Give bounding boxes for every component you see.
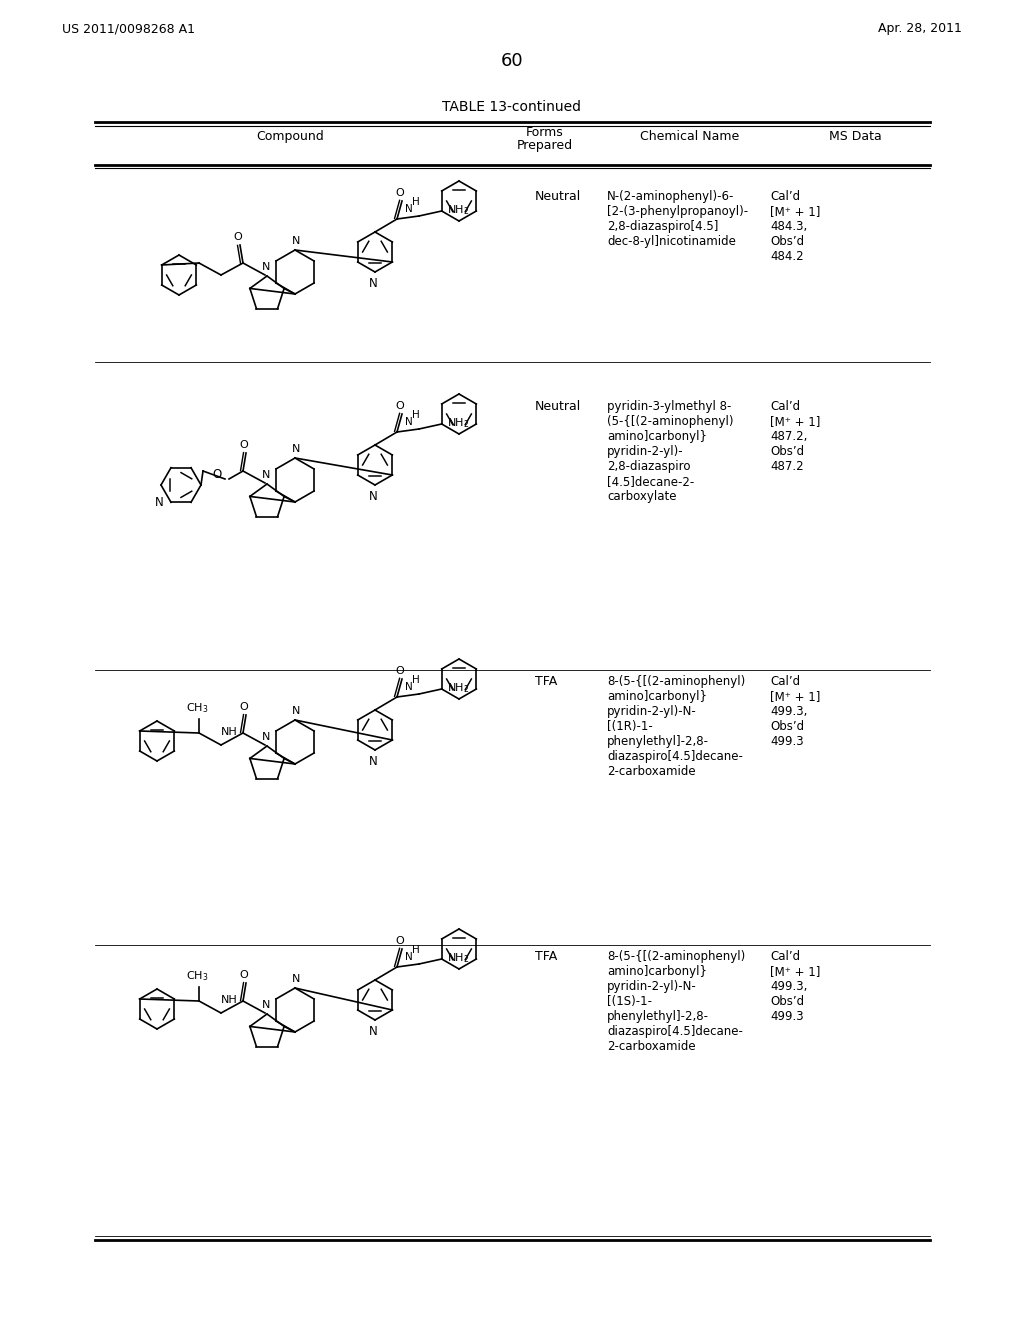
Text: N: N <box>262 1001 270 1010</box>
Text: 8-(5-{[(2-aminophenyl)
amino]carbonyl}
pyridin-2-yl)-N-
[(1R)-1-
phenylethyl]-2,: 8-(5-{[(2-aminophenyl) amino]carbonyl} p… <box>607 675 745 777</box>
Text: N: N <box>292 444 300 454</box>
Text: O: O <box>240 970 249 979</box>
Text: H: H <box>412 411 420 420</box>
Text: NH$_2$: NH$_2$ <box>446 681 469 694</box>
Text: 8-(5-{[(2-aminophenyl)
amino]carbonyl}
pyridin-2-yl)-N-
[(1S)-1-
phenylethyl]-2,: 8-(5-{[(2-aminophenyl) amino]carbonyl} p… <box>607 950 745 1053</box>
Text: 60: 60 <box>501 51 523 70</box>
Text: O: O <box>233 232 243 242</box>
Text: Prepared: Prepared <box>517 139 573 152</box>
Text: N: N <box>406 952 413 962</box>
Text: CH$_3$: CH$_3$ <box>185 701 208 715</box>
Text: Compound: Compound <box>256 129 324 143</box>
Text: Forms: Forms <box>526 125 564 139</box>
Text: Cal’d
[M⁺ + 1]
484.3,
Obs’d
484.2: Cal’d [M⁺ + 1] 484.3, Obs’d 484.2 <box>770 190 820 263</box>
Text: NH: NH <box>220 995 238 1005</box>
Text: H: H <box>412 945 420 954</box>
Text: pyridin-3-ylmethyl 8-
(5-{[(2-aminophenyl)
amino]carbonyl}
pyridin-2-yl)-
2,8-di: pyridin-3-ylmethyl 8- (5-{[(2-aminopheny… <box>607 400 733 503</box>
Text: NH$_2$: NH$_2$ <box>446 203 469 216</box>
Text: US 2011/0098268 A1: US 2011/0098268 A1 <box>62 22 195 36</box>
Text: NH$_2$: NH$_2$ <box>446 950 469 965</box>
Text: O: O <box>240 440 249 450</box>
Text: N: N <box>292 974 300 983</box>
Text: Neutral: Neutral <box>535 190 582 203</box>
Text: Cal’d
[M⁺ + 1]
499.3,
Obs’d
499.3: Cal’d [M⁺ + 1] 499.3, Obs’d 499.3 <box>770 950 820 1023</box>
Text: Chemical Name: Chemical Name <box>640 129 739 143</box>
Text: H: H <box>412 197 420 207</box>
Text: H: H <box>412 675 420 685</box>
Text: NH: NH <box>220 727 238 737</box>
Text: N: N <box>292 706 300 715</box>
Text: NH$_2$: NH$_2$ <box>446 416 469 430</box>
Text: O: O <box>395 667 404 676</box>
Text: N: N <box>369 490 378 503</box>
Text: N: N <box>155 496 164 510</box>
Text: N: N <box>406 205 413 214</box>
Text: O: O <box>212 469 221 482</box>
Text: CH$_3$: CH$_3$ <box>185 969 208 983</box>
Text: N: N <box>406 682 413 692</box>
Text: O: O <box>240 702 249 711</box>
Text: N: N <box>292 236 300 246</box>
Text: O: O <box>395 936 404 946</box>
Text: Cal’d
[M⁺ + 1]
499.3,
Obs’d
499.3: Cal’d [M⁺ + 1] 499.3, Obs’d 499.3 <box>770 675 820 748</box>
Text: Apr. 28, 2011: Apr. 28, 2011 <box>879 22 962 36</box>
Text: O: O <box>395 187 404 198</box>
Text: TFA: TFA <box>535 950 557 964</box>
Text: Cal’d
[M⁺ + 1]
487.2,
Obs’d
487.2: Cal’d [M⁺ + 1] 487.2, Obs’d 487.2 <box>770 400 820 473</box>
Text: N: N <box>262 470 270 480</box>
Text: N: N <box>262 261 270 272</box>
Text: N: N <box>262 733 270 742</box>
Text: N: N <box>369 755 378 768</box>
Text: TABLE 13-continued: TABLE 13-continued <box>442 100 582 114</box>
Text: Neutral: Neutral <box>535 400 582 413</box>
Text: O: O <box>395 401 404 411</box>
Text: N: N <box>369 1026 378 1038</box>
Text: N: N <box>406 417 413 426</box>
Text: TFA: TFA <box>535 675 557 688</box>
Text: N: N <box>369 277 378 290</box>
Text: MS Data: MS Data <box>828 129 882 143</box>
Text: N-(2-aminophenyl)-6-
[2-(3-phenylpropanoyl)-
2,8-diazaspiro[4.5]
dec-8-yl]nicoti: N-(2-aminophenyl)-6- [2-(3-phenylpropano… <box>607 190 749 248</box>
